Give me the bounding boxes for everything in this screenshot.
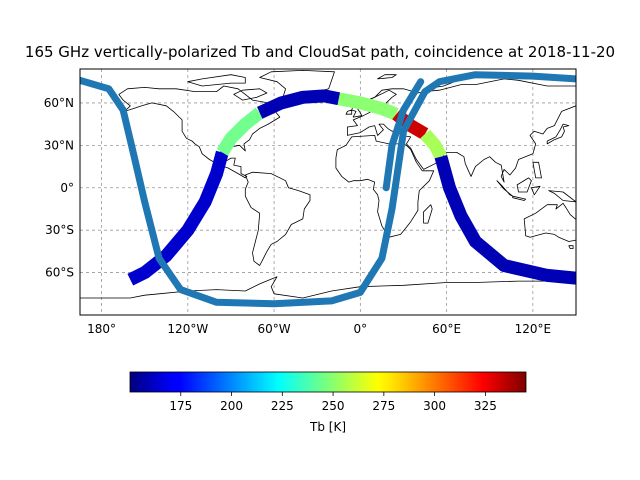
swath-segment [216, 107, 264, 156]
lat-tick-label: 30°S [45, 223, 74, 237]
cloudsat-path [80, 71, 576, 308]
lat-tick-label: 60°N [44, 96, 74, 110]
coastline [244, 171, 311, 266]
coastline [531, 185, 541, 196]
lon-tick-label: 180° [87, 322, 116, 336]
coastline [496, 180, 514, 197]
lat-tick-label: 30°N [44, 138, 74, 152]
lon-tick-label: 120°W [167, 322, 208, 336]
coastline [345, 109, 353, 115]
longitude-ticks: 180° 120°W 60°W 0° 60°E 120°E [87, 322, 551, 336]
colorbar: 175 200 225 250 275 300 325 Tb [K] [129, 371, 527, 434]
coastline [118, 85, 281, 179]
cloudsat-path-branch [382, 78, 425, 192]
coastline [423, 204, 433, 224]
colorbar-label: Tb [K] [309, 420, 346, 434]
coastline [532, 161, 542, 179]
lon-tick-label: 60°E [432, 322, 461, 336]
lon-tick-label: 60°W [258, 322, 291, 336]
coastline [377, 74, 397, 80]
coastline [512, 195, 527, 201]
coastline [523, 202, 576, 242]
colorbar-tick-label: 275 [372, 399, 395, 413]
lon-tick-label: 0° [354, 322, 368, 336]
colorbar-tick-label: 300 [423, 399, 446, 413]
swath-segment [256, 89, 341, 119]
coastline [608, 237, 617, 246]
swath-segment [420, 129, 447, 160]
swath-segment [127, 150, 229, 286]
map-background [80, 69, 576, 315]
coastline [546, 123, 570, 145]
coastline [548, 190, 576, 203]
swath-segment [434, 154, 576, 285]
figure-title: 165 GHz vertically-polarized Tb and Clou… [25, 43, 615, 61]
coastline [233, 88, 268, 101]
colorbar-ticks: 175 200 225 250 275 300 325 [169, 392, 497, 413]
colorbar-tick-label: 200 [220, 399, 243, 413]
coastline [568, 245, 574, 249]
map-frame [79, 68, 577, 316]
colorbar-tick-label: 325 [474, 399, 497, 413]
latitude-ticks: 60°N 30°N 0° 30°S 60°S [44, 96, 74, 280]
colorbar-tick-label: 175 [169, 399, 192, 413]
map-area: 180° 120°W 60°W 0° 60°E 120°E 60°N30°N0°30°S6… [44, 68, 617, 336]
coastline [347, 78, 576, 183]
lon-tick-label: 120°E [515, 322, 552, 336]
coastline [187, 74, 246, 87]
lat-tick-label: 60°S [45, 266, 74, 280]
cloudsat-path-line [80, 71, 576, 308]
colorbar-tick-label: 225 [271, 399, 294, 413]
coastline [516, 177, 532, 193]
colorbar-gradient [129, 371, 527, 393]
lat-tick-label: 0° [60, 181, 74, 195]
colorbar-tick-label: 250 [322, 399, 345, 413]
coastline [335, 135, 435, 238]
swath-segment [337, 92, 399, 121]
